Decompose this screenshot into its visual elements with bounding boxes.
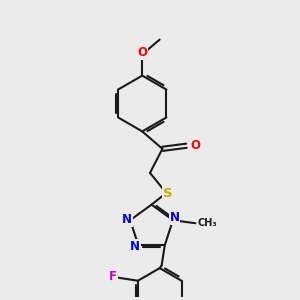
Text: N: N: [169, 211, 179, 224]
Text: N: N: [122, 213, 132, 226]
Text: CH₃: CH₃: [197, 218, 217, 228]
Text: S: S: [164, 187, 173, 200]
Text: N: N: [130, 240, 140, 253]
Text: O: O: [137, 46, 147, 59]
Text: F: F: [109, 270, 117, 284]
Text: O: O: [190, 139, 200, 152]
